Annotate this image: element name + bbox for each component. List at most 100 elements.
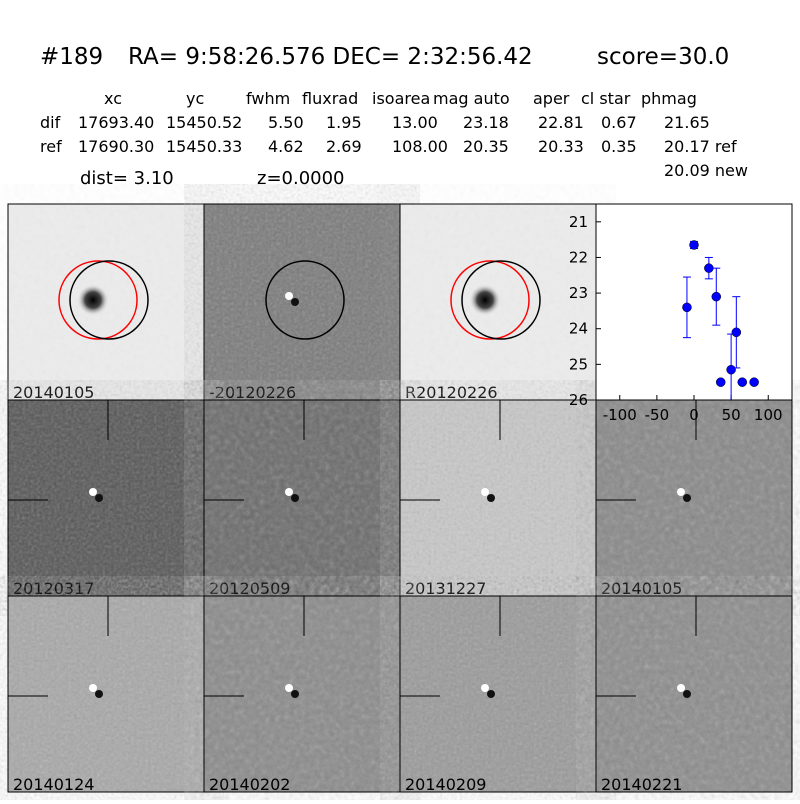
table-cell: 21.65 [664, 113, 710, 132]
residual-dark [291, 690, 299, 698]
table-cell: 15450.52 [166, 113, 242, 132]
table-cell: 1.95 [326, 113, 362, 132]
panel-label: 20140221 [601, 775, 682, 794]
point [737, 377, 748, 387]
x-tick-label: 0 [689, 406, 699, 424]
panel-label: 20140202 [209, 775, 290, 794]
image-noise [204, 596, 400, 792]
column-header: cl star [581, 89, 631, 108]
table-cell: 17693.40 [78, 113, 154, 132]
residual-light [481, 488, 489, 496]
residual-light [285, 292, 293, 300]
table-cell: 0.67 [601, 113, 637, 132]
residual-dark [95, 690, 103, 698]
image-noise [204, 204, 400, 400]
point [689, 240, 699, 250]
panel-label: R20120226 [405, 383, 498, 402]
column-header: isoarea [372, 89, 430, 108]
table-cell: 4.62 [268, 137, 304, 156]
table-cell: 20.33 [538, 137, 584, 156]
panel-label: 20140105 [13, 383, 94, 402]
dist: dist= 3.10 [80, 168, 174, 189]
residual-light [285, 684, 293, 692]
panel-label: 20140209 [405, 775, 486, 794]
x-tick-label: -50 [645, 406, 670, 424]
y-tick-label: 25 [569, 355, 588, 373]
column-header: mag auto [433, 89, 510, 108]
point [711, 291, 722, 302]
point [731, 327, 742, 338]
table-cell: 20.35 [463, 137, 509, 156]
point [704, 263, 714, 273]
det-circle [265, 260, 345, 340]
table-cell: 13.00 [392, 113, 438, 132]
coords: RA= 9:58:26.576 DEC= 2:32:56.42 [128, 44, 533, 70]
y-tick-label: 24 [569, 320, 588, 338]
point [682, 302, 692, 313]
ref-circle [58, 260, 138, 340]
table-cell: 2.69 [326, 137, 362, 156]
z: z=0.0000 [257, 168, 345, 189]
y-tick-label: 26 [569, 391, 588, 409]
x-tick-label: -100 [603, 406, 637, 424]
panel-label: 20120317 [13, 579, 94, 598]
residual-dark [683, 690, 691, 698]
det-circle [69, 260, 149, 340]
star [469, 284, 501, 316]
column-header: fluxrad [302, 89, 358, 108]
x-tick-label: 100 [754, 406, 783, 424]
id: #189 [40, 44, 103, 70]
table-cell: 0.35 [601, 137, 637, 156]
table-cell: 17690.30 [78, 137, 154, 156]
column-header: fwhm [246, 89, 290, 108]
image-noise [8, 596, 204, 792]
residual-dark [487, 494, 495, 502]
table-cell: 20.17 ref [664, 137, 737, 156]
residual-light [89, 488, 97, 496]
column-header: xc [104, 89, 122, 108]
table-cell: dif [40, 113, 61, 132]
image-noise [400, 400, 596, 596]
star [77, 284, 109, 316]
point [749, 377, 759, 387]
residual-light [285, 488, 293, 496]
image-noise [204, 400, 400, 596]
table-cell: 5.50 [268, 113, 304, 132]
table-cell: 22.81 [538, 113, 584, 132]
column-header: phmag [641, 89, 697, 108]
residual-light [89, 684, 97, 692]
residual-dark [291, 298, 299, 306]
y-tick-label: 21 [569, 213, 588, 231]
image-noise [596, 400, 792, 596]
column-header: yc [186, 89, 204, 108]
score: score=30.0 [597, 44, 729, 70]
residual-dark [487, 690, 495, 698]
image-noise [400, 596, 596, 792]
panel-frame [595, 595, 793, 793]
x-tick-label: 50 [722, 406, 741, 424]
chart-frame [595, 203, 793, 401]
y-tick-label: 22 [569, 248, 588, 266]
table-cell: 108.00 [392, 137, 448, 156]
residual-light [481, 684, 489, 692]
panel-label: 20120509 [209, 579, 290, 598]
panel-label: 20140105 [601, 579, 682, 598]
image-noise [596, 596, 792, 792]
residual-light [677, 488, 685, 496]
image-noise [8, 400, 204, 596]
extra: 20.09 new [664, 161, 748, 180]
y-tick-label: 23 [569, 284, 588, 302]
table-cell: ref [40, 137, 62, 156]
panel-label: -20120226 [209, 383, 296, 402]
ref-circle [450, 260, 530, 340]
table-cell: 15450.33 [166, 137, 242, 156]
column-header: aper [533, 89, 570, 108]
panel-label: 20131227 [405, 579, 486, 598]
det-circle [461, 260, 541, 340]
chart-bg [596, 204, 792, 400]
panel-label: 20140124 [13, 775, 94, 794]
point [715, 377, 726, 387]
residual-dark [683, 494, 691, 502]
residual-light [677, 684, 685, 692]
